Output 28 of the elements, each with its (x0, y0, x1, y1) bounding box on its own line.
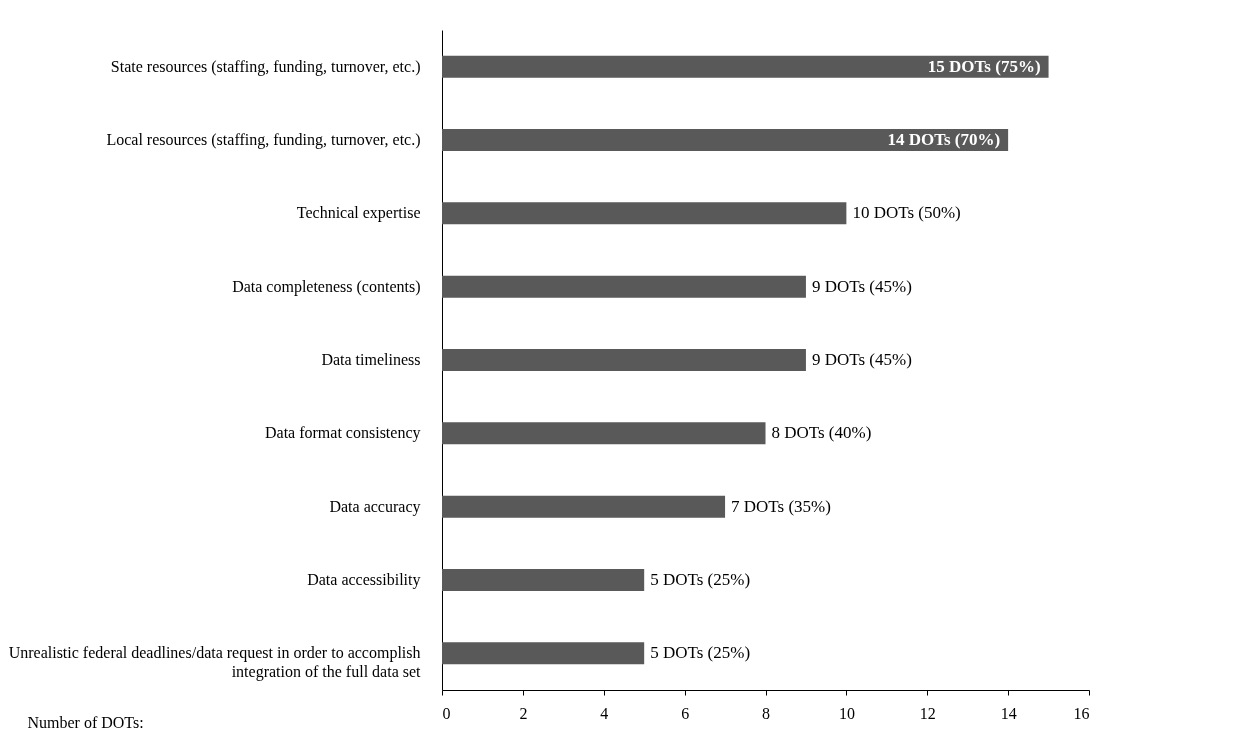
x-tick-label: 4 (600, 704, 609, 722)
data-label: 7 DOTs (35%) (731, 496, 831, 516)
data-label: 5 DOTs (25%) (650, 643, 751, 663)
y-tick-label: Data timeliness (321, 351, 421, 368)
data-label: 9 DOTs (45%) (811, 276, 912, 296)
data-label: 8 DOTs (40%) (771, 423, 872, 443)
x-tick-label: 2 (519, 704, 528, 722)
data-label: 10 DOTs (50%) (852, 203, 961, 223)
data-label: 15 DOTs (75%) (927, 56, 1041, 76)
x-tick-label: 10 (838, 704, 855, 722)
y-tick-label: Technical expertise (296, 204, 421, 223)
x-tick-label: 6 (681, 704, 690, 722)
x-tick-label: 16 (1073, 704, 1090, 722)
x-tick-label: 12 (919, 704, 936, 722)
data-label: 9 DOTs (45%) (811, 350, 912, 369)
x-tick-label: 0 (442, 704, 451, 722)
y-tick-label: Unrealistic federal deadlines/data request in order to accomplish integration of the full data set (8, 644, 422, 682)
y-tick-label: Data accuracy (329, 497, 421, 516)
y-tick-label: Local resources (staffing, funding, turnover, etc.) (106, 131, 421, 149)
x-tick-label: 8 (762, 704, 770, 722)
data-label: 5 DOTs (25%) (650, 570, 751, 589)
x-axis-title: Number of DOTs: (27, 713, 144, 731)
y-tick-label: Data completeness (contents) (232, 277, 421, 296)
data-label: 14 DOTs (70%) (887, 130, 1001, 149)
x-tick-label: 14 (1000, 704, 1017, 722)
y-tick-label: State resources (staffing, funding, turnover, etc.) (110, 57, 421, 76)
y-tick-label: Data format consistency (265, 424, 421, 443)
y-tick-label: Data accessibility (307, 571, 421, 589)
